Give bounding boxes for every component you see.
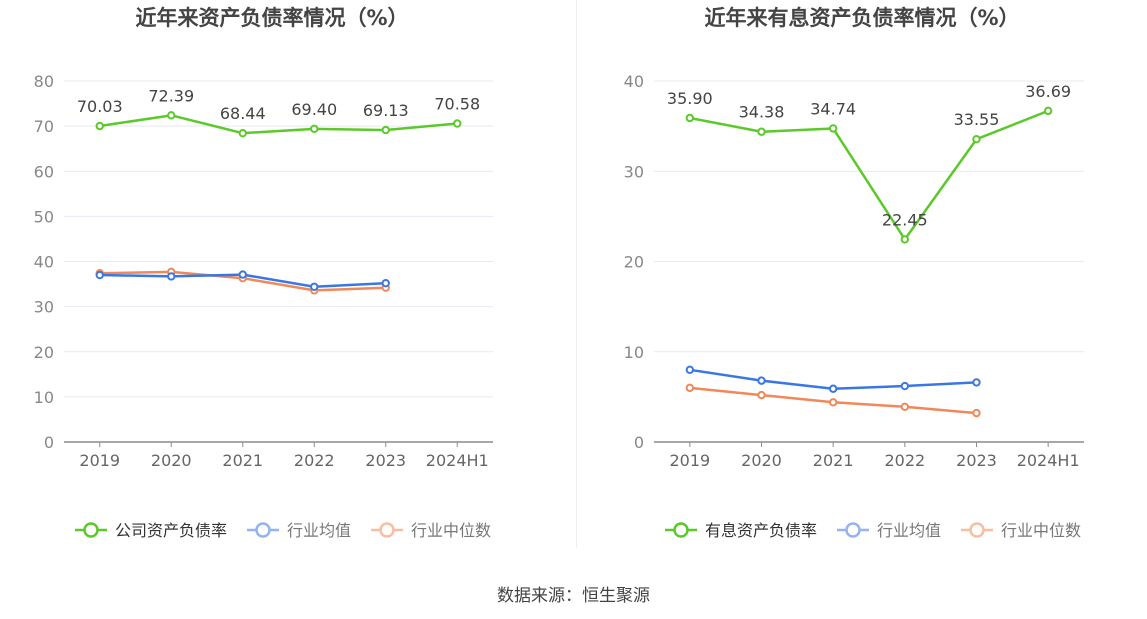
chart-title: 近年来资产负债率情况（%） — [135, 6, 408, 30]
y-tick-label: 20 — [624, 253, 644, 272]
legend-marker — [379, 522, 395, 538]
legend-marker — [673, 522, 689, 538]
data-point-industry-median — [900, 402, 910, 412]
data-point-industry-mean — [381, 278, 390, 288]
x-tick-label: 2020 — [151, 451, 192, 470]
y-tick-label: 80 — [34, 72, 54, 91]
legend-marker — [969, 522, 985, 538]
data-point-industry-median — [972, 408, 981, 418]
data-label: 36.69 — [1025, 82, 1071, 101]
data-label: 72.39 — [148, 86, 194, 105]
data-point-company — [238, 128, 247, 138]
data-point-company — [167, 111, 176, 120]
data-point-industry-median — [828, 398, 838, 407]
x-tick-label: 2019 — [669, 451, 710, 470]
data-point-industry-mean — [828, 384, 838, 393]
x-tick-label: 2023 — [956, 451, 997, 470]
data-point-industry-median — [757, 390, 766, 400]
y-tick-label: 30 — [624, 162, 644, 181]
data-label: 70.03 — [77, 97, 123, 116]
y-tick-label: 50 — [34, 207, 54, 226]
data-source-note: 数据来源：恒生聚源 — [497, 586, 650, 606]
data-label: 69.13 — [363, 101, 409, 120]
data-point-company — [828, 124, 838, 133]
y-tick-label: 40 — [624, 72, 644, 91]
data-point-industry-mean — [685, 365, 695, 374]
legend-label: 行业中位数 — [1001, 521, 1081, 540]
data-label: 69.40 — [291, 100, 337, 119]
series-line-company — [99, 114, 458, 135]
legend-label: 有息资产负债率 — [705, 521, 817, 540]
x-tick-label: 2023 — [365, 451, 406, 470]
data-label: 34.38 — [739, 103, 785, 122]
data-point-company — [685, 113, 695, 123]
data-label: 70.58 — [434, 95, 480, 114]
legend-marker — [845, 522, 861, 538]
x-tick-label: 2022 — [884, 451, 925, 470]
data-point-industry-mean — [757, 376, 766, 385]
data-point-industry-mean — [167, 272, 176, 281]
data-label: 68.44 — [220, 104, 266, 123]
data-point-industry-mean — [972, 378, 981, 387]
y-tick-label: 60 — [34, 162, 54, 181]
data-point-industry-mean — [900, 381, 910, 391]
data-point-company — [1043, 106, 1053, 116]
x-tick-label: 2024H1 — [426, 451, 489, 470]
y-tick-label: 30 — [34, 298, 54, 317]
y-tick-label: 70 — [34, 117, 54, 136]
data-point-company — [95, 121, 104, 131]
chart-debt-ratio: 近年来资产负债率情况（%） 0 10 20 30 40 50 60 70 80 2019 2020 20… — [34, 6, 493, 540]
y-tick-label: 40 — [34, 253, 54, 272]
data-point-industry-mean — [310, 282, 319, 291]
legend-marker — [83, 522, 99, 538]
data-label: 35.90 — [667, 89, 713, 108]
x-tick-label: 2022 — [294, 451, 335, 470]
y-tick-label: 20 — [34, 343, 54, 362]
data-point-company — [972, 135, 981, 144]
chart-title: 近年来有息资产负债率情况（%） — [704, 6, 1019, 30]
panel-divider — [576, 0, 577, 548]
data-point-company — [453, 119, 462, 128]
x-tick-label: 2020 — [741, 451, 782, 470]
series-line-company — [689, 109, 1049, 241]
data-point-company — [310, 124, 319, 134]
y-tick-label: 0 — [634, 433, 644, 452]
chart-interest-bearing-debt-ratio: 近年来有息资产负债率情况（%） 0 10 20 30 40 2019 2020 2021 2022… — [624, 6, 1084, 540]
data-point-industry-mean — [238, 270, 247, 279]
y-tick-label: 10 — [34, 388, 54, 407]
data-point-company — [900, 235, 910, 244]
data-point-industry-mean — [95, 270, 104, 280]
data-label: 33.55 — [954, 110, 1000, 129]
legend-label: 公司资产负债率 — [115, 521, 227, 540]
x-tick-label: 2024H1 — [1017, 451, 1080, 470]
legend-label: 行业均值 — [877, 521, 941, 540]
x-tick-label: 2021 — [222, 451, 263, 470]
data-point-industry-median — [685, 383, 695, 393]
legend-marker — [255, 522, 271, 538]
data-point-company — [381, 125, 390, 135]
data-point-company — [757, 127, 766, 136]
legend-label: 行业均值 — [287, 521, 351, 540]
data-label: 34.74 — [810, 99, 856, 118]
data-label: 22.45 — [882, 210, 928, 229]
x-tick-label: 2021 — [813, 451, 854, 470]
y-tick-label: 10 — [624, 343, 644, 362]
legend-label: 行业中位数 — [411, 521, 491, 540]
x-tick-label: 2019 — [79, 451, 120, 470]
y-tick-label: 0 — [44, 433, 54, 452]
